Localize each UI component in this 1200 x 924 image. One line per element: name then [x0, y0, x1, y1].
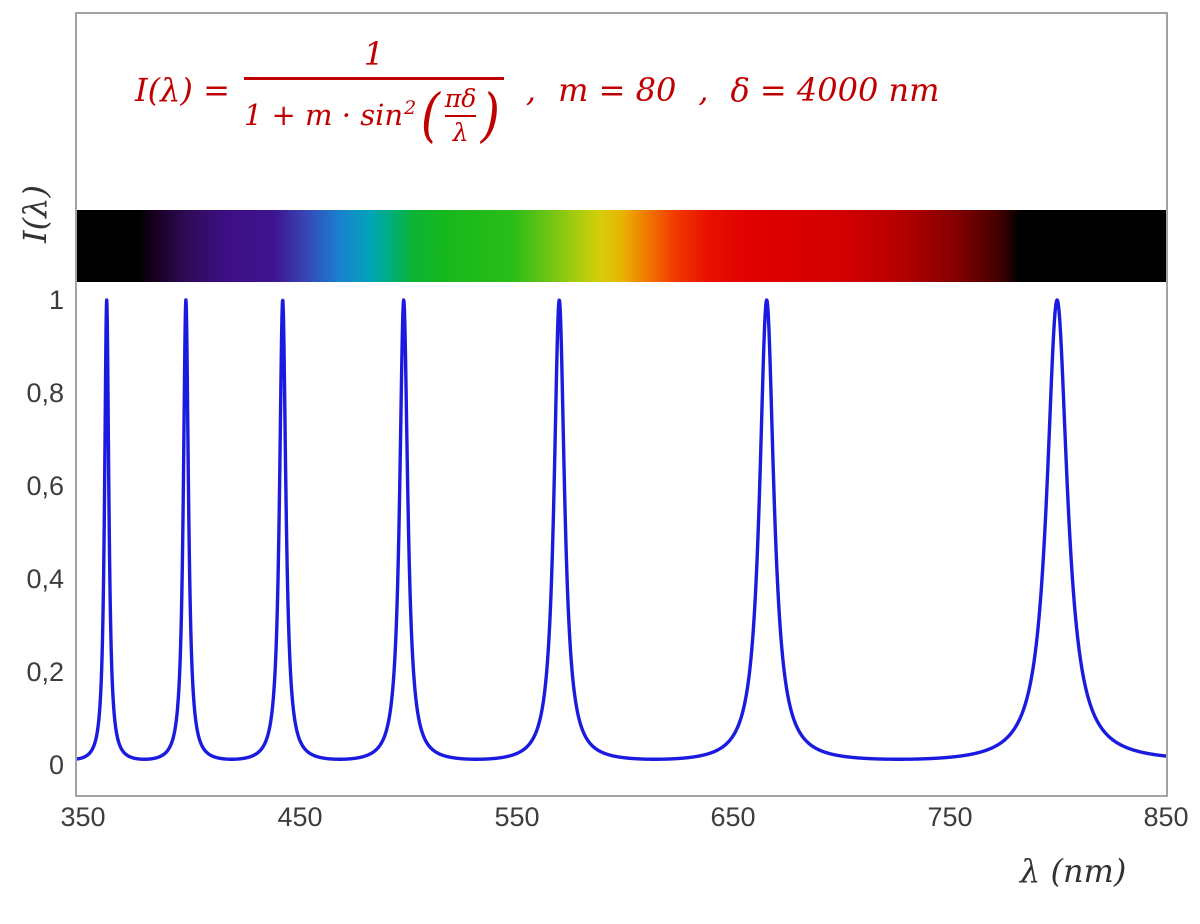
- formula-numerator: 1: [363, 35, 385, 73]
- inner-fraction-bar: [444, 114, 477, 117]
- x-tick-650: 650: [710, 802, 756, 832]
- inner-numerator: πδ: [444, 83, 477, 113]
- den-exponent: 2: [404, 97, 417, 119]
- den-prefix: 1 + m · sin: [243, 98, 404, 132]
- formula-comma-1: ,: [525, 70, 537, 109]
- left-paren: (: [420, 81, 441, 149]
- parameter-delta: δ = 4000 nm: [730, 70, 940, 109]
- formula-denominator: 1 + m · sin 2 ( πδ λ ): [243, 81, 504, 149]
- x-tick-850: 850: [1143, 802, 1189, 832]
- plot-frame: I(λ) = 1 1 + m · sin 2 ( πδ λ ) , m = 80 …: [75, 12, 1168, 797]
- x-tick-550: 550: [494, 802, 540, 832]
- y-tick-1: 1: [48, 285, 64, 315]
- formula-comma-2: ,: [698, 70, 709, 109]
- parameter-m: m = 80: [558, 70, 677, 109]
- fraction-bar: [243, 77, 504, 80]
- y-tick-0-6: 0,6: [26, 471, 64, 501]
- y-axis-title: I(λ): [16, 185, 54, 243]
- intensity-curve-svg: [77, 298, 1166, 761]
- formula-annotation: I(λ) = 1 1 + m · sin 2 ( πδ λ ) , m = 80 …: [135, 34, 939, 146]
- spectrum-bar: [77, 210, 1166, 282]
- inner-fraction: πδ λ: [444, 83, 477, 147]
- intensity-curve-path: [77, 298, 1166, 761]
- right-paren: ): [480, 81, 501, 149]
- x-tick-350: 350: [60, 802, 106, 832]
- y-tick-0: 0: [48, 750, 64, 780]
- formula-lhs: I(λ) =: [135, 70, 230, 109]
- inner-denominator: λ: [452, 117, 469, 147]
- x-tick-750: 750: [927, 802, 973, 832]
- y-tick-0-2: 0,2: [26, 657, 64, 687]
- x-tick-450: 450: [277, 802, 323, 832]
- x-axis-title: λ (nm): [1020, 852, 1127, 890]
- y-tick-0-8: 0,8: [26, 378, 64, 408]
- y-tick-0-4: 0,4: [26, 564, 64, 594]
- formula-main-fraction: 1 1 + m · sin 2 ( πδ λ ): [243, 34, 504, 149]
